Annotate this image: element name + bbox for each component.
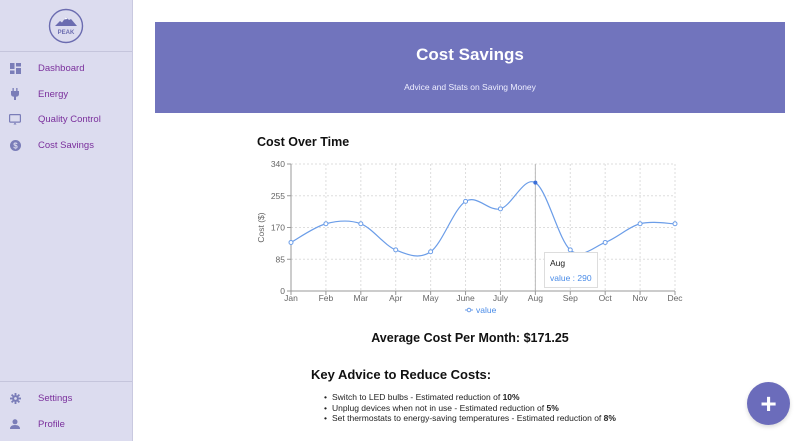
chart-canvas: 0 85 170 255 340 Jan Feb Mar Apr May June July Aug Se… (256, 159, 683, 315)
dashboard-icon (9, 63, 21, 75)
sidebar-item-label: Settings (38, 393, 73, 405)
sidebar-item-label: Profile (38, 418, 65, 430)
svg-text:255: 255 (271, 191, 285, 201)
average-cost: Average Cost Per Month: $171.25 (371, 331, 569, 345)
plug-icon (9, 88, 21, 101)
svg-text:May: May (423, 293, 440, 303)
advice-item: Set thermostats to energy-saving tempera… (324, 413, 616, 424)
sidebar-item-label: Cost Savings (38, 139, 94, 151)
svg-text:$: $ (13, 141, 18, 150)
chart-grid (290, 163, 676, 291)
cost-line-chart[interactable]: 0 85 170 255 340 Jan Feb Mar Apr May June July Aug Se… (244, 155, 714, 330)
svg-text:Jan: Jan (284, 293, 298, 303)
chart-axes: 0 85 170 255 340 Jan Feb Mar Apr May June July Aug Se… (256, 159, 683, 303)
add-button[interactable]: + (747, 382, 790, 425)
advice-item: Switch to LED bulbs - Estimated reductio… (324, 392, 616, 403)
svg-text:PEAK: PEAK (58, 30, 75, 36)
sidebar-item-dashboard[interactable]: Dashboard (0, 56, 132, 82)
sidebar: PEAK Dashboard Energy Quality Control (0, 0, 133, 441)
gear-icon (9, 393, 21, 405)
svg-text:85: 85 (276, 254, 286, 264)
sidebar-item-label: Dashboard (38, 63, 85, 75)
page-subtitle: Advice and Stats on Saving Money (404, 82, 536, 92)
tooltip-title: Aug (550, 258, 566, 268)
page-header-banner: Cost Savings Advice and Stats on Saving … (155, 22, 785, 113)
chart-title: Cost Over Time (257, 135, 350, 149)
svg-text:Nov: Nov (633, 293, 649, 303)
svg-text:value: value (476, 305, 497, 315)
advice-item: Unplug devices when not in use - Estimat… (324, 403, 616, 414)
dollar-icon: $ (9, 139, 21, 151)
sidebar-nav: Dashboard Energy Quality Control $ Cost … (0, 52, 132, 158)
svg-text:0: 0 (280, 286, 285, 296)
sidebar-item-profile[interactable]: Profile (0, 412, 132, 438)
svg-text:July: July (493, 293, 509, 303)
peak-logo-icon: PEAK (48, 8, 84, 43)
chart-tooltip: Aug value : 290 (544, 252, 598, 288)
plus-icon: + (760, 387, 777, 419)
sidebar-bottom-nav: Settings Profile (0, 381, 132, 441)
svg-text:Sep: Sep (563, 293, 578, 303)
user-icon (9, 418, 21, 430)
svg-text:Mar: Mar (353, 293, 368, 303)
svg-text:Aug: Aug (528, 293, 543, 303)
monitor-icon (9, 114, 21, 126)
svg-text:340: 340 (271, 159, 285, 169)
main-content: Cost Savings Advice and Stats on Saving … (134, 0, 806, 441)
svg-text:Cost ($): Cost ($) (256, 212, 266, 242)
tooltip-value: value : 290 (550, 273, 592, 283)
svg-text:Apr: Apr (389, 293, 402, 303)
sidebar-item-energy[interactable]: Energy (0, 82, 132, 108)
sidebar-item-label: Energy (38, 88, 69, 100)
chart-legend: value (465, 305, 497, 315)
chart-line (290, 181, 676, 257)
svg-text:Feb: Feb (319, 293, 334, 303)
svg-text:Oct: Oct (599, 293, 613, 303)
svg-text:June: June (456, 293, 475, 303)
sidebar-item-cost-savings[interactable]: $ Cost Savings (0, 133, 132, 159)
sidebar-item-label: Quality Control (38, 114, 101, 126)
svg-text:Dec: Dec (667, 293, 683, 303)
advice-list: Switch to LED bulbs - Estimated reductio… (324, 392, 616, 424)
logo[interactable]: PEAK (0, 0, 132, 52)
svg-text:170: 170 (271, 223, 285, 233)
page-title: Cost Savings (416, 45, 524, 64)
sidebar-item-quality-control[interactable]: Quality Control (0, 107, 132, 133)
sidebar-item-settings[interactable]: Settings (0, 386, 132, 412)
chart-points (288, 180, 678, 255)
advice-title: Key Advice to Reduce Costs: (311, 367, 492, 382)
